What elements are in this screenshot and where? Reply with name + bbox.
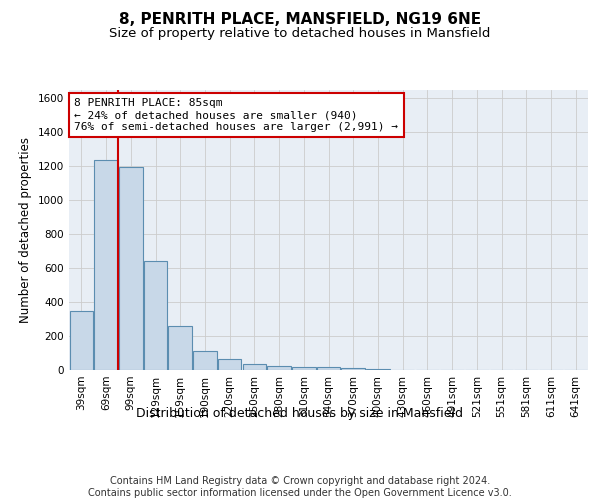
- Text: Size of property relative to detached houses in Mansfield: Size of property relative to detached ho…: [109, 28, 491, 40]
- Text: Contains HM Land Registry data © Crown copyright and database right 2024.
Contai: Contains HM Land Registry data © Crown c…: [88, 476, 512, 498]
- Text: Distribution of detached houses by size in Mansfield: Distribution of detached houses by size …: [137, 408, 464, 420]
- Bar: [94, 160, 118, 370]
- Bar: [70, 310, 93, 370]
- Bar: [119, 167, 143, 370]
- Bar: [317, 368, 340, 370]
- Bar: [341, 368, 365, 370]
- Bar: [366, 369, 389, 370]
- Bar: [242, 364, 266, 370]
- Bar: [169, 326, 192, 370]
- Text: 8, PENRITH PLACE, MANSFIELD, NG19 6NE: 8, PENRITH PLACE, MANSFIELD, NG19 6NE: [119, 12, 481, 28]
- Bar: [144, 260, 167, 370]
- Bar: [218, 359, 241, 370]
- Bar: [193, 352, 217, 370]
- Bar: [292, 366, 316, 370]
- Bar: [268, 366, 291, 370]
- Text: 8 PENRITH PLACE: 85sqm
← 24% of detached houses are smaller (940)
76% of semi-de: 8 PENRITH PLACE: 85sqm ← 24% of detached…: [74, 98, 398, 132]
- Y-axis label: Number of detached properties: Number of detached properties: [19, 137, 32, 323]
